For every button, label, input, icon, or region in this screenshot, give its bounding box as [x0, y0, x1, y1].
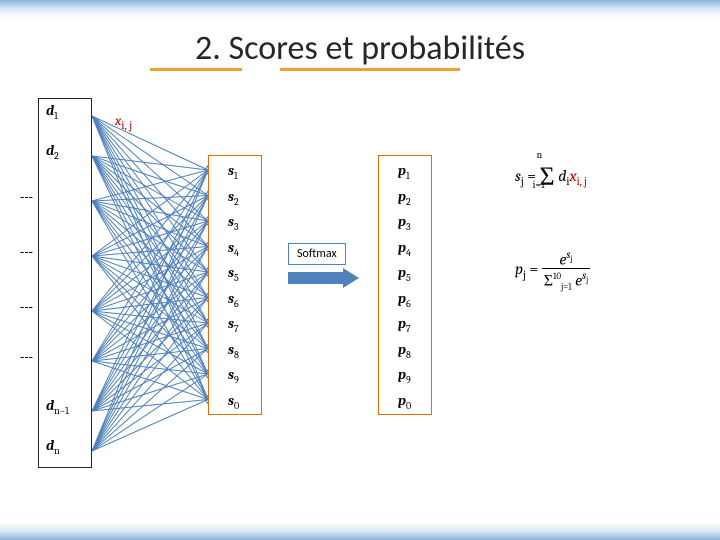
score-node-label: s0	[228, 392, 239, 412]
weight-label: xi, j	[115, 112, 132, 132]
score-node-label: s3	[228, 213, 239, 233]
softmax-box: Softmax	[288, 243, 346, 265]
input-node-label: dn	[46, 437, 60, 457]
weight-sub: i, j	[121, 119, 132, 132]
prob-node-label: p8	[398, 341, 411, 361]
formula-score: sj = Σni=1 dixi, j	[515, 158, 587, 188]
prob-node-label: p7	[398, 315, 411, 335]
input-dots: ---	[20, 244, 33, 259]
formula-prob: pj = esjΣ10j=1 esj	[515, 248, 590, 293]
softmax-arrow-body	[288, 272, 343, 284]
prob-node-label: p5	[398, 264, 411, 284]
input-dots: ---	[20, 189, 33, 204]
score-node-label: s7	[228, 315, 239, 335]
input-dots: ---	[20, 299, 33, 314]
prob-node-label: p1	[398, 162, 410, 182]
score-node-label: s1	[228, 162, 238, 182]
input-dots: ---	[20, 349, 33, 364]
score-node-label: s4	[228, 239, 239, 259]
prob-node-label: p0	[398, 392, 411, 412]
prob-node-label: p9	[398, 366, 411, 386]
score-node-label: s6	[228, 290, 239, 310]
score-node-label: s9	[228, 366, 239, 386]
prob-node-label: p6	[398, 290, 411, 310]
prob-node-label: p2	[398, 188, 411, 208]
input-node-label: dn−1	[46, 397, 69, 417]
prob-node-label: p3	[398, 213, 411, 233]
input-node-label: d1	[46, 102, 58, 122]
network-edges-svg	[0, 0, 720, 540]
score-node-label: s8	[228, 341, 239, 361]
score-node-label: s2	[228, 188, 239, 208]
input-node-label: d2	[46, 142, 59, 162]
score-node-label: s5	[228, 264, 239, 284]
softmax-arrow-head	[343, 268, 359, 288]
prob-node-label: p4	[398, 239, 411, 259]
